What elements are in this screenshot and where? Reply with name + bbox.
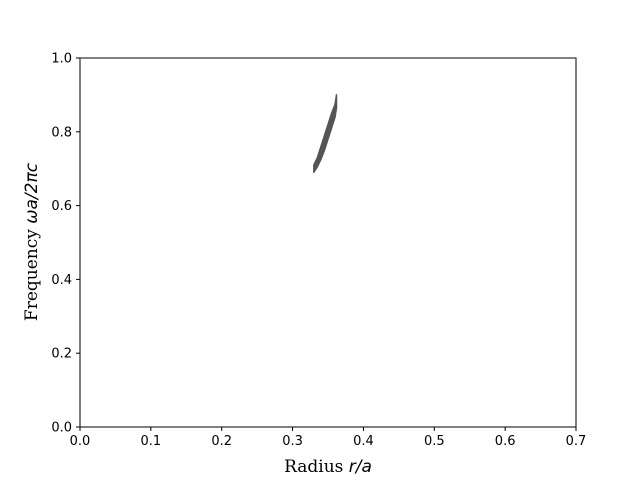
x-tick-label: 0.6 (495, 434, 516, 449)
y-axis-label: Frequency ωa/2πc (22, 162, 42, 321)
y-tick-label: 0.4 (51, 273, 72, 288)
x-axis-label-text: Radius (284, 457, 349, 477)
x-tick-label: 0.4 (353, 434, 374, 449)
y-tick-label: 1.0 (51, 52, 72, 67)
band-gap-region (313, 94, 338, 174)
y-tick-label: 0.0 (51, 421, 72, 436)
x-axis-label-math: r/a (349, 457, 372, 477)
y-tick-label: 0.8 (51, 125, 72, 140)
x-tick-label: 0.1 (141, 434, 162, 449)
x-tick-label: 0.3 (282, 434, 303, 449)
y-axis-ticks: 0.0 0.2 0.4 0.6 0.8 1.0 (51, 52, 80, 436)
data-layer (313, 94, 338, 174)
x-tick-label: 0.5 (424, 434, 445, 449)
x-tick-label: 0.2 (211, 434, 232, 449)
y-tick-label: 0.6 (51, 199, 72, 214)
x-tick-label: 0.7 (566, 434, 587, 449)
x-tick-label: 0.0 (70, 434, 91, 449)
y-axis-label-text: Frequency (22, 224, 42, 321)
plot-area (80, 58, 576, 427)
y-axis-label-math: ωa/2πc (22, 162, 42, 223)
x-axis-ticks: 0.0 0.1 0.2 0.3 0.4 0.5 0.6 0.7 (70, 427, 587, 449)
y-tick-label: 0.2 (51, 347, 72, 362)
x-axis-label: Radius r/a (284, 457, 372, 477)
axes-frame (79, 57, 577, 428)
